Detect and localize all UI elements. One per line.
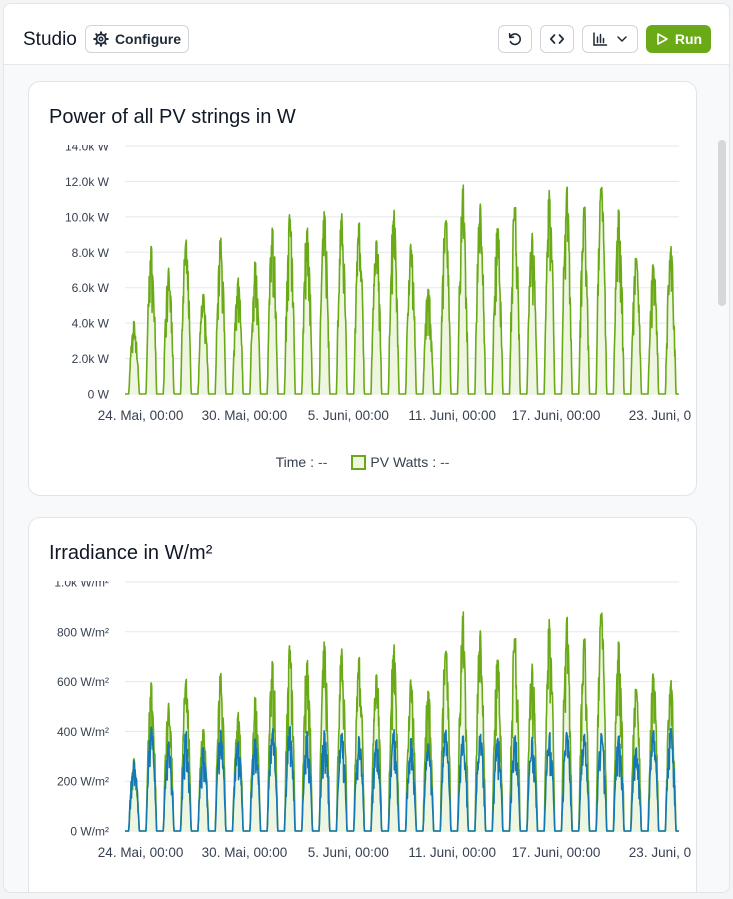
- page-title: Studio: [23, 29, 77, 50]
- chart-title: Irradiance in W/m²: [49, 542, 213, 564]
- y-tick-label: 1.0k W/m²: [54, 576, 109, 590]
- chevron-down-icon: [616, 33, 628, 45]
- chart-panels: Power of all PV strings in W 0 W 2.0k W 4.…: [4, 65, 729, 892]
- x-tick-label: 23. Juni, 0: [629, 408, 691, 423]
- bar-chart-icon: [592, 31, 608, 47]
- legend-item-time: Time: --: [276, 454, 328, 470]
- series-line: [124, 725, 680, 832]
- x-tick-label: 30. Mai, 00:00: [202, 408, 288, 423]
- y-tick-label: 400 W/m²: [57, 725, 109, 739]
- reset-icon: [507, 31, 523, 47]
- code-view-button[interactable]: [540, 25, 574, 53]
- y-tick-label: 200 W/m²: [57, 775, 109, 789]
- x-tick-label: 17. Juni, 00:00: [512, 845, 601, 860]
- x-tick-label: 30. Mai, 00:00: [202, 845, 288, 860]
- gear-icon: [93, 31, 109, 47]
- x-tick-label: 5. Juni, 00:00: [308, 845, 389, 860]
- code-icon: [549, 31, 565, 47]
- configure-label: Configure: [114, 31, 182, 47]
- legend-value: --: [440, 454, 450, 470]
- play-icon: [655, 32, 669, 46]
- x-tick-label: 11. Juni, 00:00: [408, 408, 496, 423]
- x-tick-label: 23. Juni, 0: [629, 845, 691, 860]
- legend-item-pv-watts[interactable]: PV Watts: --: [351, 454, 449, 470]
- chart-card-irradiance: Irradiance in W/m² 0 W/m² 200 W/m² 400 W/m…: [28, 517, 697, 892]
- chart-legend: Time: -- PV Watts: --: [29, 454, 696, 470]
- legend-label: PV Watts: [370, 454, 429, 470]
- y-tick-label: 8.0k W: [72, 246, 110, 260]
- header-bar: Studio Configure: [4, 4, 729, 65]
- y-tick-label: 4.0k W: [72, 317, 110, 331]
- y-tick-label: 10.0k W: [65, 210, 110, 224]
- power-chart[interactable]: 0 W 2.0k W 4.0k W 6.0k W 8.0k W 10.0k W 12.0k …: [29, 82, 698, 442]
- x-tick-label: 17. Juni, 00:00: [512, 408, 601, 423]
- y-tick-label: 0 W/m²: [70, 825, 109, 839]
- chart-card-power: Power of all PV strings in W 0 W 2.0k W 4.…: [28, 81, 697, 496]
- legend-swatch: [351, 454, 367, 470]
- irradiance-chart[interactable]: 0 W/m² 200 W/m² 400 W/m² 600 W/m² 800 W/m² 1.…: [29, 518, 698, 878]
- y-tick-label: 12.0k W: [65, 175, 110, 189]
- y-tick-label: 2.0k W: [72, 352, 110, 366]
- x-tick-label: 24. Mai, 00:00: [98, 408, 184, 423]
- scrollbar[interactable]: [715, 65, 729, 892]
- chart-title: Power of all PV strings in W: [49, 106, 296, 128]
- run-label: Run: [674, 31, 703, 47]
- x-tick-label: 11. Juni, 00:00: [408, 845, 496, 860]
- legend-colon: :: [310, 454, 315, 470]
- x-tick-label: 5. Juni, 00:00: [308, 408, 389, 423]
- y-tick-label: 600 W/m²: [57, 675, 109, 689]
- legend-value: --: [318, 454, 328, 470]
- legend-label: Time: [275, 454, 307, 470]
- scrollbar-thumb[interactable]: [718, 140, 726, 306]
- y-tick-label: 0 W: [88, 388, 110, 402]
- y-tick-label: 800 W/m²: [57, 625, 109, 639]
- configure-button[interactable]: Configure: [85, 25, 189, 53]
- legend-colon: :: [432, 454, 437, 470]
- chart-type-dropdown[interactable]: [582, 25, 638, 53]
- y-tick-label: 6.0k W: [72, 281, 110, 295]
- y-tick-label: 14.0k W: [65, 140, 110, 154]
- series-line: [124, 611, 680, 832]
- run-button[interactable]: Run: [646, 25, 711, 53]
- studio-window: Studio Configure: [3, 3, 730, 893]
- reset-button[interactable]: [498, 25, 532, 53]
- x-tick-label: 24. Mai, 00:00: [98, 845, 184, 860]
- series-line: [124, 184, 680, 395]
